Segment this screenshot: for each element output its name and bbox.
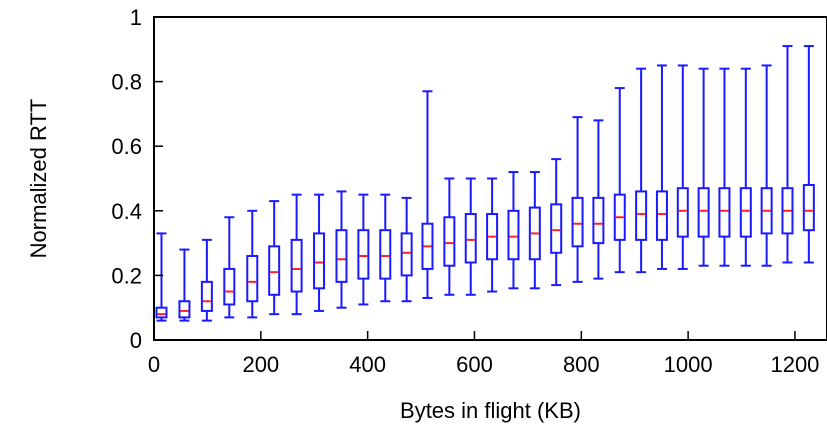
box-plot-group (550, 158, 563, 287)
y-tick-label: 1 (130, 5, 142, 30)
iqr-box (290, 238, 303, 293)
iqr-box (155, 306, 168, 319)
x-axis-title: Bytes in flight (KB) (400, 398, 581, 423)
y-tick-label: 0.2 (111, 263, 142, 288)
box-plot-group (760, 64, 773, 267)
box-plot-group (528, 171, 541, 290)
iqr-box (571, 196, 584, 248)
iqr-box (400, 232, 413, 277)
box-plot-group (802, 45, 815, 264)
box-plot-group (635, 67, 648, 274)
box-plot-group (697, 67, 710, 267)
box-plot-group (592, 119, 605, 280)
box-plot-group (400, 196, 413, 303)
iqr-box (335, 229, 348, 283)
box-plot-group (246, 209, 259, 319)
box-plot-group (655, 64, 668, 270)
y-axis-title: Normalized RTT (26, 99, 51, 259)
box-plot-group (155, 232, 168, 322)
x-tick-label: 400 (349, 352, 386, 377)
box-plot-group (379, 193, 392, 303)
y-tick-label: 0.8 (111, 70, 142, 95)
iqr-box (200, 280, 213, 312)
y-tick-label: 0.6 (111, 134, 142, 159)
iqr-box (697, 187, 710, 238)
iqr-box (507, 209, 520, 261)
iqr-box (802, 183, 815, 232)
iqr-box (676, 187, 689, 238)
box-plot-group (571, 116, 584, 283)
iqr-box (223, 267, 236, 306)
x-axis-ticks: 0 200 400 600 800 1000 1200 (148, 331, 819, 377)
iqr-box (635, 190, 648, 241)
plot-area (155, 45, 815, 322)
x-tick-label: 1200 (770, 352, 819, 377)
iqr-box (718, 187, 731, 238)
box-plot-group (443, 177, 456, 296)
box-plot-group (421, 90, 434, 300)
x-tick-label: 800 (563, 352, 600, 377)
box-plot-group (676, 64, 689, 270)
box-plot-group (268, 200, 281, 316)
box-plot-group (335, 190, 348, 309)
box-plot-group (718, 67, 731, 267)
box-plot-group (739, 67, 752, 267)
box-plot-group (464, 177, 477, 296)
iqr-box (178, 300, 191, 319)
box-plot-group (313, 193, 326, 312)
iqr-box (246, 255, 259, 303)
iqr-box (739, 187, 752, 238)
box-plot-group (486, 177, 499, 293)
x-tick-label: 600 (456, 352, 493, 377)
box-plot-group (200, 238, 213, 322)
box-plot-group (507, 171, 520, 290)
box-plot-group (223, 216, 236, 319)
iqr-box (268, 245, 281, 296)
iqr-box (592, 196, 605, 245)
iqr-box (357, 229, 370, 280)
x-tick-label: 1000 (664, 352, 713, 377)
y-axis-ticks: 0 0.2 0.4 0.6 0.8 1 (111, 5, 163, 353)
y-tick-label: 0 (130, 328, 142, 353)
box-plot-group (613, 87, 626, 274)
iqr-box (379, 229, 392, 280)
plot-frame (153, 16, 827, 341)
box-plot-group (781, 45, 794, 264)
box-plot-group (178, 248, 191, 322)
iqr-box (655, 190, 668, 241)
box-plot-group (290, 193, 303, 316)
iqr-box (313, 232, 326, 290)
x-tick-label: 200 (242, 352, 279, 377)
iqr-box (550, 203, 563, 254)
x-tick-label: 0 (148, 352, 160, 377)
y-tick-label: 0.4 (111, 199, 142, 224)
box-plot-group (357, 193, 370, 306)
iqr-box (443, 216, 456, 267)
iqr-box (464, 213, 477, 264)
